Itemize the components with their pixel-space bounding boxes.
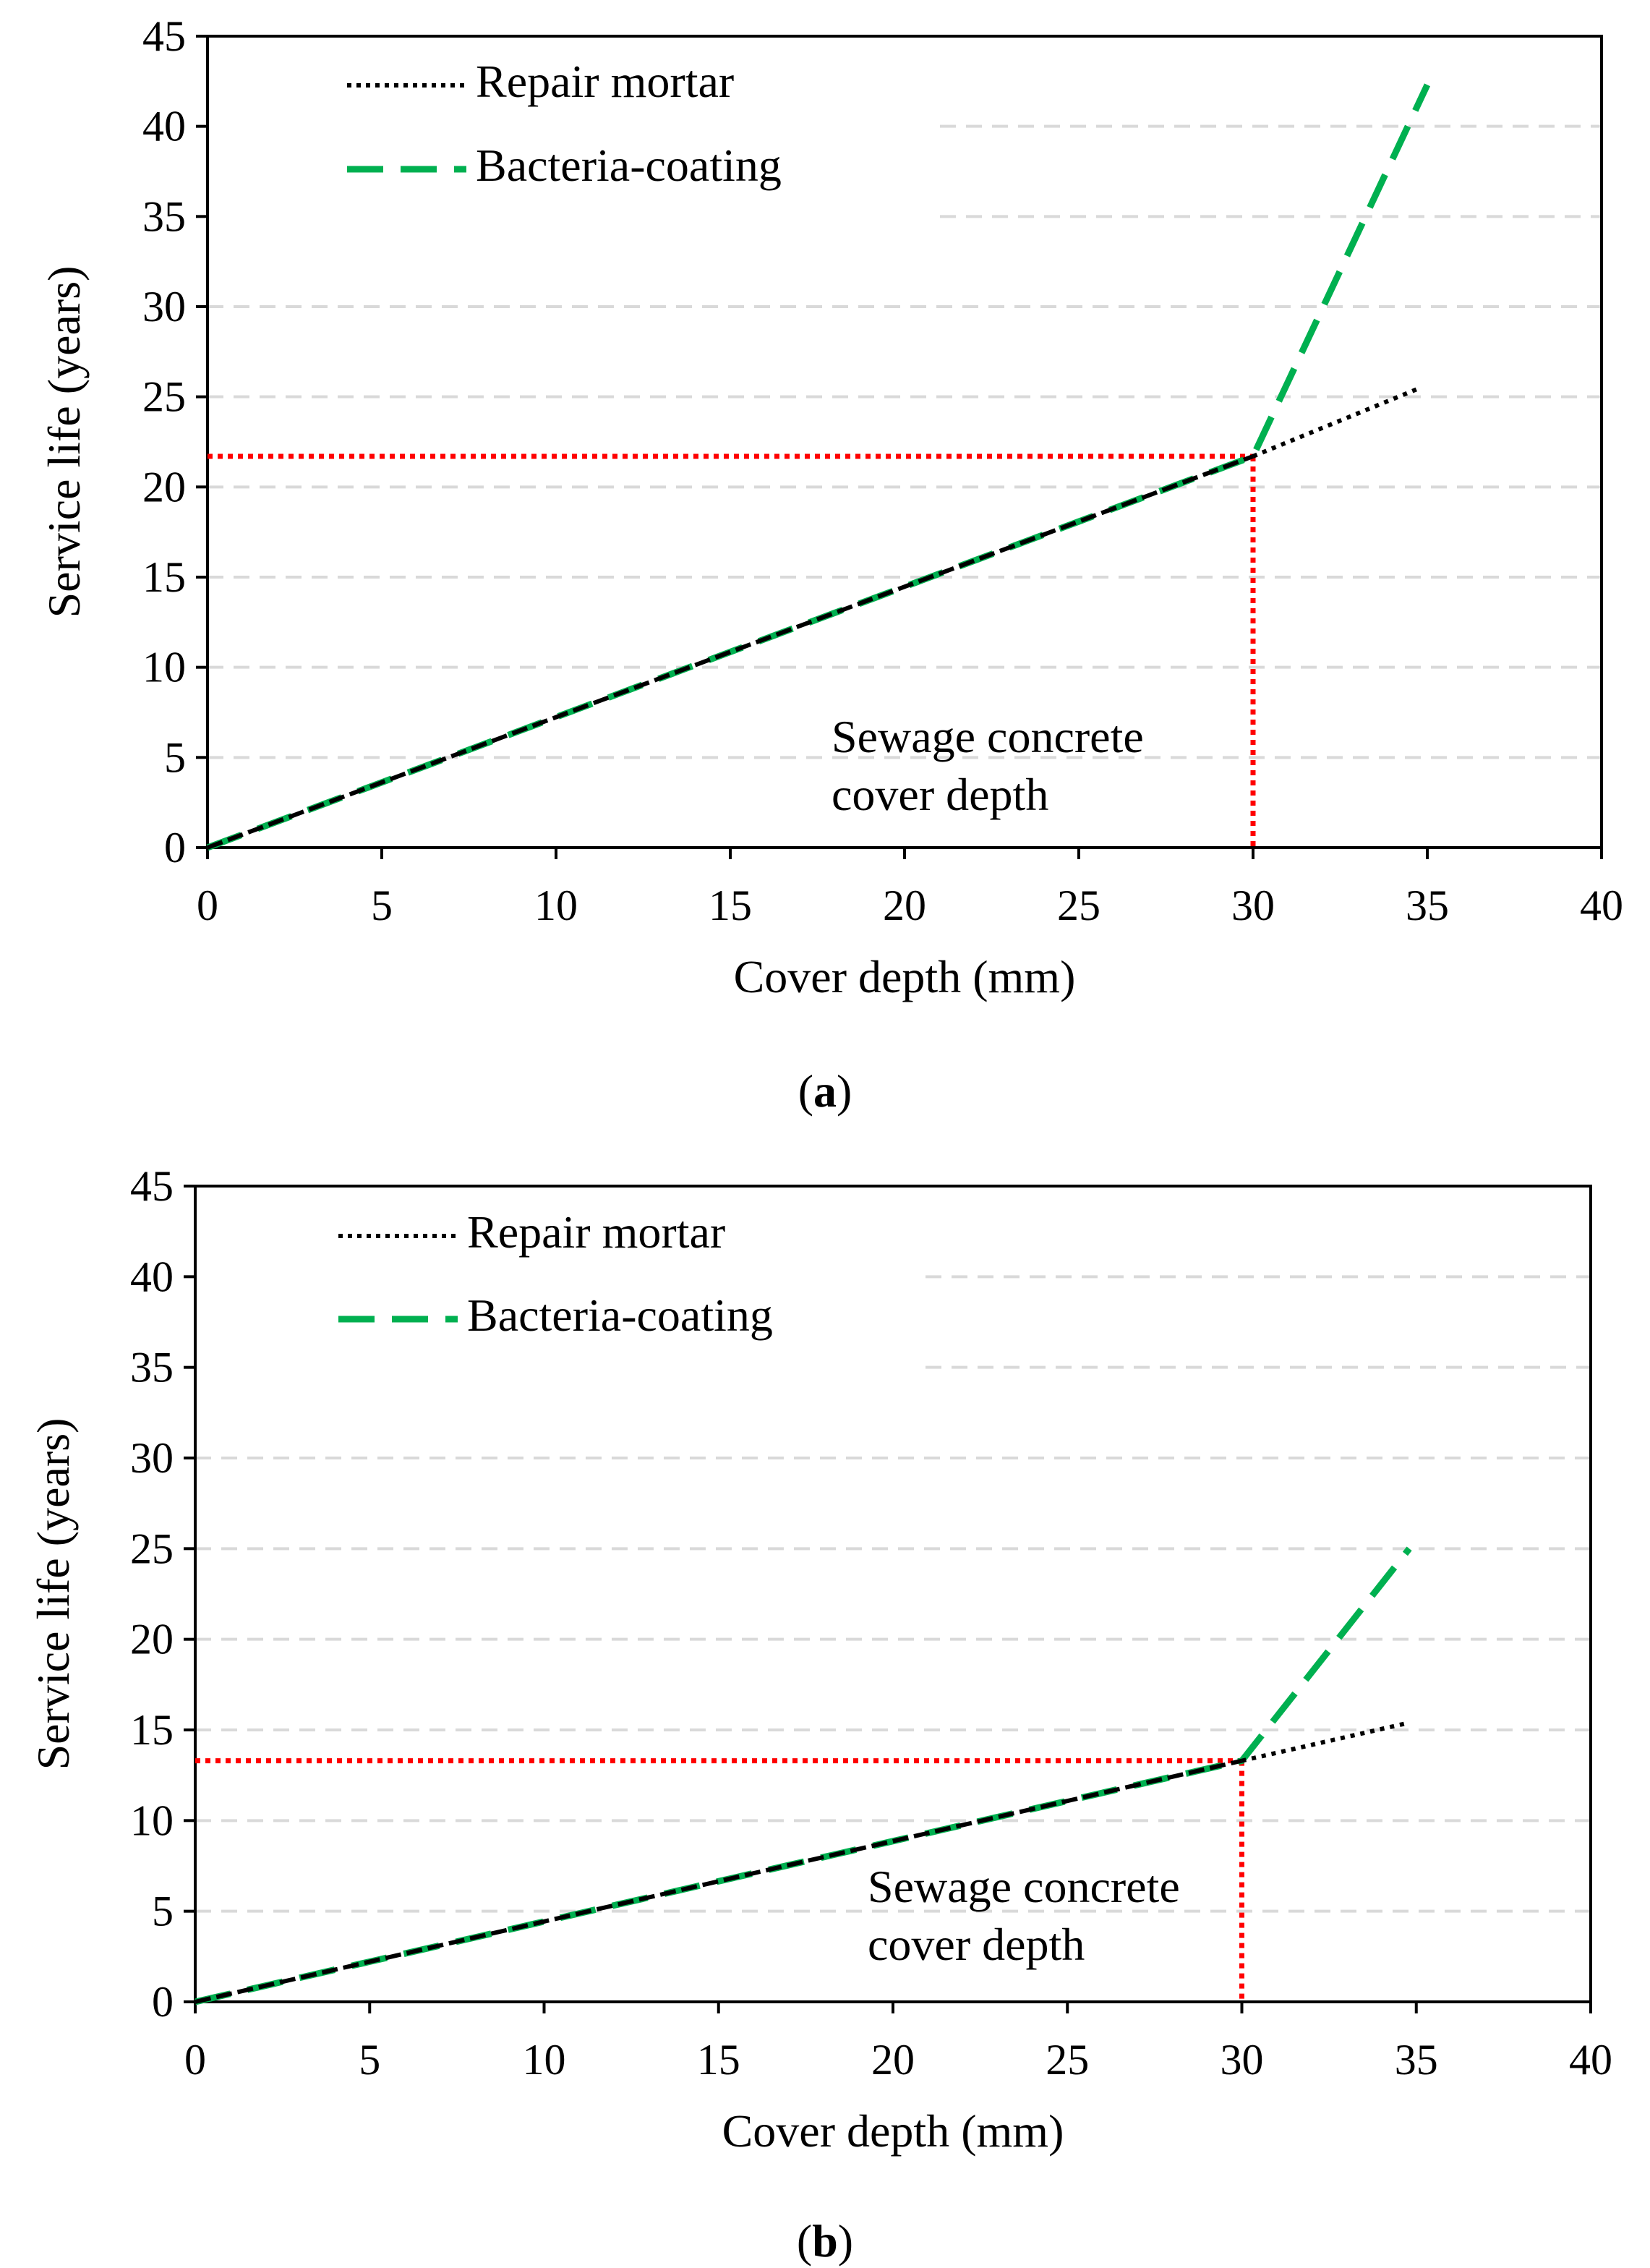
legend-label-repair-mortar: Repair mortar xyxy=(476,56,734,107)
legend-label-bacteria-coating: Bacteria-coating xyxy=(476,140,782,191)
y-tick-label: 15 xyxy=(142,553,186,601)
caption-close: ) xyxy=(837,1065,852,1117)
y-tick-label: 20 xyxy=(142,463,186,511)
x-tick-label: 5 xyxy=(371,882,393,929)
caption-open: ( xyxy=(798,1065,813,1117)
x-tick-label: 15 xyxy=(709,882,752,929)
x-tick-label: 5 xyxy=(359,2036,380,2084)
x-tick-label: 35 xyxy=(1395,2036,1438,2084)
legend-label-repair-mortar: Repair mortar xyxy=(467,1206,725,1258)
x-tick-label: 25 xyxy=(1057,882,1100,929)
x-tick-label: 20 xyxy=(871,2036,915,2084)
y-tick-label: 10 xyxy=(142,644,186,691)
y-tick-label: 45 xyxy=(130,1162,174,1210)
annotation-line: cover depth xyxy=(868,1919,1085,1970)
x-tick-label: 10 xyxy=(523,2036,566,2084)
y-tick-label: 40 xyxy=(130,1253,174,1300)
caption-letter: a xyxy=(813,1065,837,1117)
caption-open: ( xyxy=(797,2215,812,2267)
y-tick-label: 45 xyxy=(142,12,186,60)
annotation-line: Sewage concrete xyxy=(868,1861,1180,1912)
panel-caption: (b) xyxy=(797,2215,853,2267)
panel-caption: (a) xyxy=(798,1065,852,1117)
x-tick-label: 0 xyxy=(197,882,218,929)
chart-panel-a: 0 5 10 15 20 25 30 35 40 0 5 10 15 20 25 30 35 40 45 Cover … xyxy=(38,12,1623,1117)
y-tick-label: 30 xyxy=(130,1434,174,1482)
y-tick-label: 30 xyxy=(142,283,186,331)
x-tick-label: 35 xyxy=(1406,882,1449,929)
y-tick-label: 5 xyxy=(152,1888,174,1935)
y-tick-label: 40 xyxy=(142,103,186,150)
y-tick-label: 25 xyxy=(142,373,186,421)
caption-letter: b xyxy=(812,2215,838,2267)
annotation-line: Sewage concrete xyxy=(832,711,1144,762)
legend-label-bacteria-coating: Bacteria-coating xyxy=(467,1289,773,1341)
y-tick-label: 0 xyxy=(152,1978,174,2026)
y-tick-label: 20 xyxy=(130,1616,174,1663)
annotation-line: cover depth xyxy=(832,769,1048,820)
chart-panel-b: 0 5 10 15 20 25 30 35 40 0 5 10 15 20 25 30 35 40 45 Cover … xyxy=(27,1162,1612,2267)
series-line-bacteria-coating xyxy=(206,83,1431,851)
y-tick-label: 35 xyxy=(142,192,186,240)
x-tick-label: 25 xyxy=(1046,2036,1089,2084)
y-tick-label: 5 xyxy=(164,733,186,781)
x-tick-label: 30 xyxy=(1221,2036,1264,2084)
x-tick-label: 30 xyxy=(1231,882,1275,929)
y-tick-label: 10 xyxy=(130,1796,174,1844)
y-axis-title: Service life (years) xyxy=(27,1418,79,1770)
y-tick-label: 15 xyxy=(130,1706,174,1754)
x-tick-label: 15 xyxy=(697,2036,740,2084)
series-line-repair-mortar-shared xyxy=(195,1758,1243,2004)
x-tick-label: 0 xyxy=(184,2036,206,2084)
series-line-repair-mortar-shared xyxy=(206,454,1254,850)
x-tick-label: 40 xyxy=(1569,2036,1612,2084)
y-tick-label: 0 xyxy=(164,824,186,871)
x-tick-label: 10 xyxy=(534,882,578,929)
series-line-bacteria-coating xyxy=(194,1546,1412,2005)
y-axis-title: Service life (years) xyxy=(38,266,90,618)
x-tick-label: 20 xyxy=(883,882,926,929)
y-tick-label: 35 xyxy=(130,1344,174,1391)
x-tick-label: 40 xyxy=(1580,882,1623,929)
caption-close: ) xyxy=(838,2215,853,2267)
x-axis-title: Cover depth (mm) xyxy=(722,2105,1064,2157)
series-line-repair-mortar xyxy=(1241,1721,1410,1763)
y-tick-label: 25 xyxy=(130,1525,174,1572)
x-axis-title: Cover depth (mm) xyxy=(734,951,1076,1002)
